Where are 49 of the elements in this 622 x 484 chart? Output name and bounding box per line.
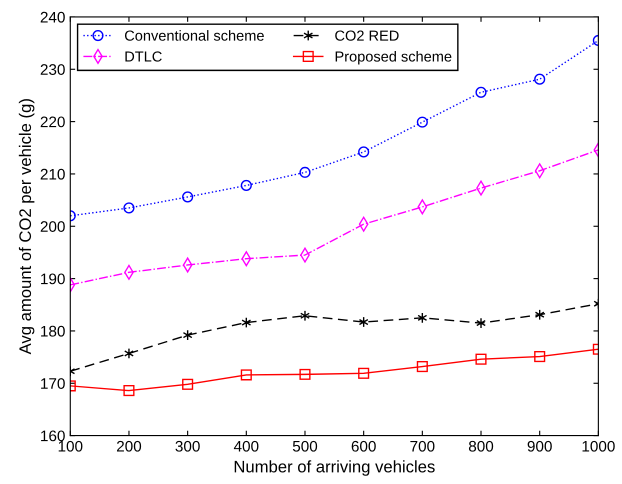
- point: [240, 180, 252, 192]
- y-tick-label: 240: [40, 12, 65, 23]
- x-axis-title: Number of arriving vehicles: [234, 460, 435, 476]
- point: [534, 74, 546, 85]
- x-tick-label: 800: [468, 440, 494, 452]
- point: [123, 202, 135, 214]
- x-tick-label: 100: [58, 440, 82, 452]
- x-tick-label: 200: [116, 440, 142, 452]
- y-tick-label: 220: [40, 116, 65, 128]
- point: [358, 368, 370, 379]
- point: [416, 116, 428, 128]
- y-tick-label: 160: [41, 430, 65, 442]
- point: [534, 309, 545, 320]
- x-tick-label: 1000: [582, 440, 615, 452]
- legend-label: Proposed scheme: [336, 50, 452, 65]
- legend-label: Conventional scheme: [124, 30, 264, 41]
- y-axis-title: Avg amount of CO2 per vehicle (g): [18, 99, 34, 354]
- x-tick-label: 300: [175, 440, 200, 452]
- point: [299, 166, 311, 178]
- y-tick-label: 180: [41, 326, 65, 337]
- y-tick-label: 230: [40, 64, 65, 75]
- point: [358, 146, 370, 158]
- y-tick-label: 200: [40, 221, 65, 232]
- y-tick-label: 170: [41, 378, 65, 389]
- x-tick-label: 600: [352, 440, 376, 452]
- point: [416, 360, 428, 372]
- point: [182, 330, 193, 341]
- point: [123, 385, 135, 396]
- x-tick-label: 400: [234, 440, 258, 452]
- point: [475, 354, 487, 365]
- x-tick-label: 500: [292, 440, 318, 452]
- point: [182, 378, 194, 390]
- y-tick-label: 210: [40, 168, 65, 180]
- point: [182, 191, 194, 203]
- point: [299, 368, 311, 380]
- x-tick-label: 900: [528, 440, 552, 452]
- point: [240, 369, 252, 380]
- point: [358, 316, 369, 328]
- point: [417, 312, 428, 324]
- point: [476, 318, 486, 329]
- point: [475, 86, 487, 98]
- legend-label: CO2 RED: [335, 30, 399, 41]
- legend-label: DTLC: [125, 51, 162, 62]
- point: [124, 348, 134, 359]
- point: [300, 310, 310, 322]
- point: [241, 317, 252, 328]
- point: [534, 351, 546, 362]
- x-tick-label: 700: [410, 440, 434, 452]
- y-tick-label: 190: [41, 273, 65, 284]
